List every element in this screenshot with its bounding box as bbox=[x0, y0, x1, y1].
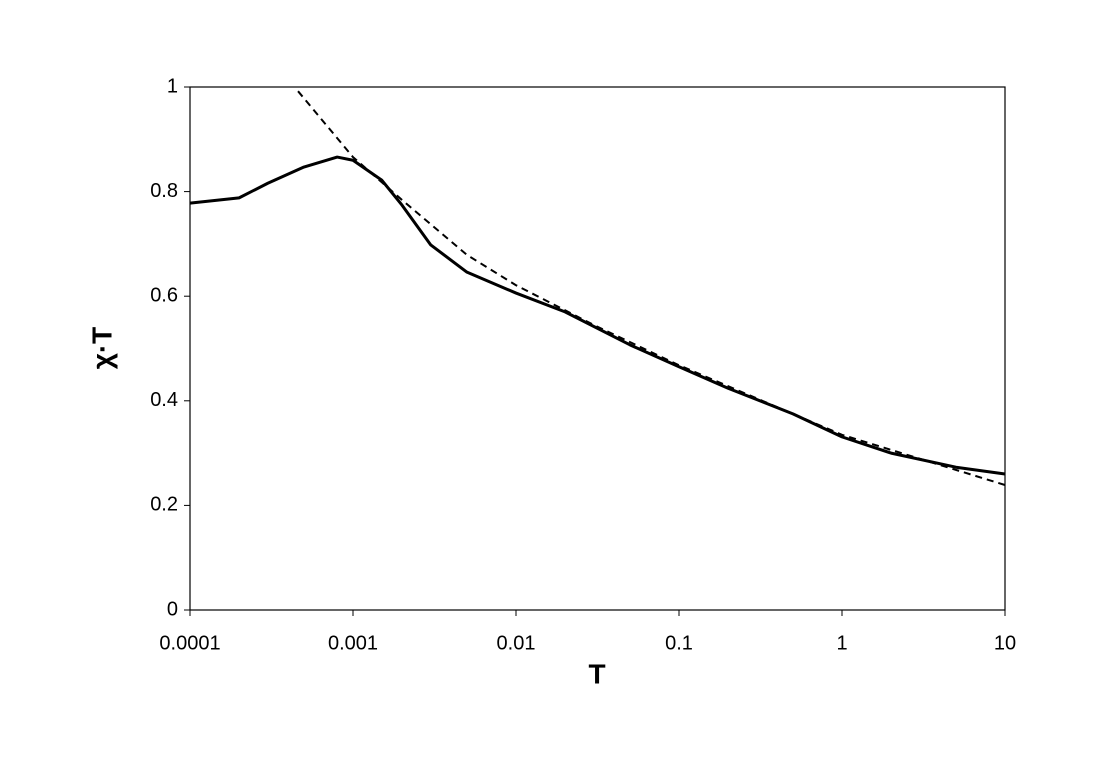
data-line bbox=[189, 155, 1006, 476]
data-line bbox=[297, 90, 1006, 486]
y-axis-label: χ·T bbox=[86, 327, 117, 370]
x-axis-label: T bbox=[588, 658, 605, 689]
x-tick-label: 1 bbox=[836, 632, 847, 654]
x-tick-label: 0.1 bbox=[665, 632, 693, 654]
x-tick-label: 0.0001 bbox=[159, 632, 220, 654]
x-tick-label: 0.01 bbox=[497, 632, 536, 654]
y-tick-label: 0.2 bbox=[150, 494, 178, 516]
y-tick-label: 0.4 bbox=[150, 389, 178, 411]
x-tick-label: 0.001 bbox=[328, 632, 378, 654]
y-tick-label: 0 bbox=[167, 598, 178, 620]
x-tick-label: 10 bbox=[994, 632, 1016, 654]
plot-frame bbox=[189, 86, 1006, 611]
y-tick-label: 0.8 bbox=[150, 180, 178, 202]
y-tick-label: 1 bbox=[167, 75, 178, 97]
y-tick-label: 0.6 bbox=[150, 284, 178, 306]
